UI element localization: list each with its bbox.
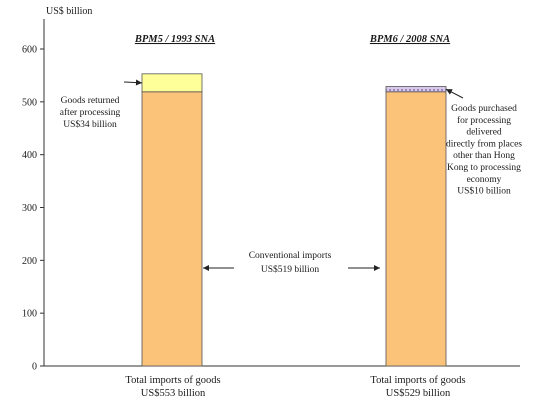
y-tick-label: 500 — [22, 97, 37, 108]
y-tick-label: 600 — [22, 45, 37, 56]
annotation-conventional-imports: Conventional imports US$519 billion — [249, 251, 332, 275]
y-tick-label: 300 — [22, 203, 37, 214]
annotation-goods-purchased: Goods purchased for processing delivered di… — [446, 104, 522, 197]
arrow-conventional-right — [348, 265, 380, 271]
arrow-goods-returned — [123, 79, 143, 86]
y-ticks: 0 100 200 300 400 500 600 — [22, 45, 44, 373]
y-axis-unit-label: US$ billion — [46, 6, 92, 17]
bar-goods-purchased — [385, 86, 447, 93]
bottom-label-total-right: Total imports of goods US$529 billion — [370, 375, 465, 399]
y-tick-label: 100 — [22, 309, 37, 320]
bottom-label-total-left: Total imports of goods US$553 billion — [125, 375, 220, 399]
panel-title-right: BPM6 / 2008 SNA — [369, 34, 450, 45]
annotation-goods-returned: Goods returned after processing US$34 bill… — [60, 96, 121, 130]
y-tick-label: 200 — [22, 256, 37, 267]
arrow-conventional-left — [203, 265, 234, 271]
arrow-goods-purchased — [445, 88, 464, 99]
annotations: Goods returned after processing US$34 bill… — [60, 96, 522, 399]
annotation-arrows — [123, 79, 464, 271]
bar-conventional-imports — [385, 91, 447, 367]
y-tick-label: 0 — [32, 362, 37, 373]
bars — [141, 73, 447, 367]
bar-conventional-imports — [141, 91, 203, 367]
y-tick-label: 400 — [22, 150, 37, 161]
bar-goods-returned — [141, 73, 203, 93]
panel-title-left: BPM5 / 1993 SNA — [134, 34, 215, 45]
